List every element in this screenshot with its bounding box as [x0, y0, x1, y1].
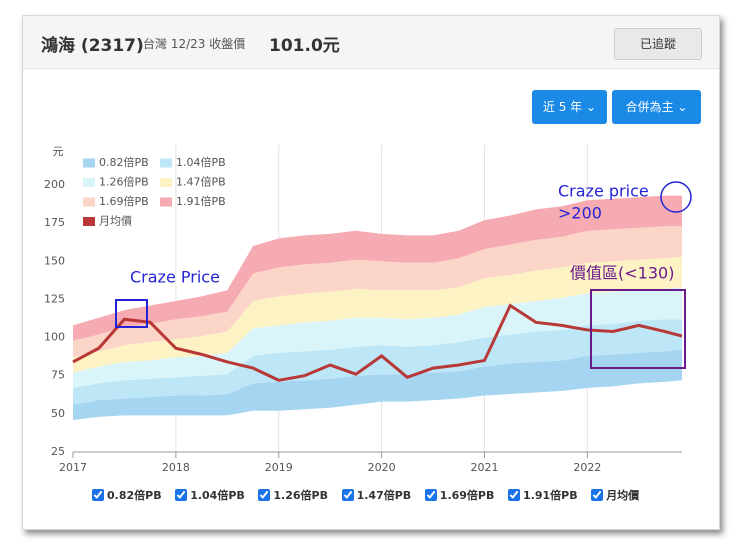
period-dropdown[interactable]: 近 5 年 ⌄	[532, 90, 607, 124]
y-tick-label: 100	[44, 331, 65, 344]
x-tick-label: 2017	[59, 461, 87, 474]
value-zone-box	[590, 289, 686, 369]
toggle-label: 0.82倍PB	[107, 489, 162, 502]
checkbox[interactable]	[258, 489, 271, 501]
legend-swatch	[160, 178, 172, 187]
checkbox[interactable]	[341, 489, 354, 501]
band-area	[73, 195, 682, 341]
legend-swatch	[83, 217, 95, 226]
series-toggle[interactable]: 月均價	[591, 487, 639, 503]
legend-swatch	[160, 158, 172, 168]
highlight-circle	[660, 181, 692, 213]
x-tick-label: 2019	[265, 461, 293, 474]
follow-button[interactable]: 已追蹤	[614, 28, 702, 60]
band-area	[73, 226, 682, 358]
annotation: Craze Price	[130, 268, 220, 287]
legend-label: 0.82倍PB	[99, 155, 149, 169]
legend-swatch	[83, 197, 95, 207]
series-toggle[interactable]: 1.26倍PB	[258, 487, 328, 503]
checkbox[interactable]	[591, 489, 604, 501]
toggle-label: 1.47倍PB	[356, 489, 412, 502]
series-toggle[interactable]: 1.47倍PB	[341, 487, 412, 503]
annotation: Craze price	[558, 182, 649, 201]
y-tick-label: 50	[51, 407, 65, 420]
checkbox[interactable]	[175, 489, 188, 501]
series-toggle[interactable]: 1.04倍PB	[175, 487, 245, 503]
band-area	[73, 319, 682, 405]
y-axis-unit: 元	[53, 145, 64, 158]
legend-swatch	[83, 178, 95, 187]
y-tick-label: 175	[44, 216, 65, 229]
toggle-label: 1.04倍PB	[190, 489, 245, 502]
checkbox[interactable]	[508, 489, 520, 501]
y-tick-label: 200	[44, 178, 65, 191]
x-tick-label: 2021	[470, 461, 498, 474]
market-info: 台灣 12/23 收盤價	[143, 37, 246, 51]
annotation: 價值區(<130)	[570, 264, 674, 283]
legend-label: 1.04倍PB	[176, 155, 226, 169]
basis-dropdown[interactable]: 合併為主 ⌄	[612, 90, 701, 124]
card-header: 鴻海 (2317) 台灣 12/23 收盤價 101.0元 已追蹤	[23, 16, 719, 69]
price-line	[72, 303, 683, 382]
legend-label: 1.26倍PB	[99, 175, 149, 189]
series-toggle[interactable]: 1.69倍PB	[424, 487, 495, 503]
toggle-label: 月均價	[606, 489, 640, 502]
basis-label: 合併為主	[625, 100, 674, 114]
y-tick-label: 25	[51, 445, 65, 458]
x-tick-label: 2022	[573, 461, 601, 474]
annotation: >200	[558, 204, 602, 223]
toggle-label: 1.69倍PB	[439, 489, 495, 502]
checkbox[interactable]	[424, 489, 437, 501]
toggle-label: 1.91倍PB	[523, 489, 578, 502]
x-tick-label: 2020	[368, 461, 396, 474]
y-tick-label: 75	[51, 369, 65, 382]
legend-label: 月均價	[99, 214, 132, 228]
legend-swatch	[83, 158, 95, 168]
legend-label: 1.69倍PB	[99, 194, 149, 208]
y-tick-label: 125	[44, 292, 65, 305]
stock-name: 鴻海 (2317)	[41, 36, 144, 56]
band-area	[73, 256, 682, 373]
series-toggle[interactable]: 1.91倍PB	[508, 487, 578, 503]
x-tick-label: 2018	[162, 461, 190, 474]
highlight-box	[115, 299, 148, 328]
checkbox[interactable]	[92, 489, 104, 501]
legend-swatch	[160, 197, 172, 207]
legend-label: 1.91倍PB	[176, 194, 226, 208]
toggle-label: 1.26倍PB	[273, 489, 328, 502]
y-tick-label: 150	[44, 254, 65, 267]
band-area	[73, 349, 682, 420]
legend-label: 1.47倍PB	[176, 175, 226, 189]
period-label: 近 5 年	[542, 100, 583, 114]
close-price: 101.0元	[269, 36, 340, 56]
series-toggle[interactable]: 0.82倍PB	[92, 487, 162, 503]
